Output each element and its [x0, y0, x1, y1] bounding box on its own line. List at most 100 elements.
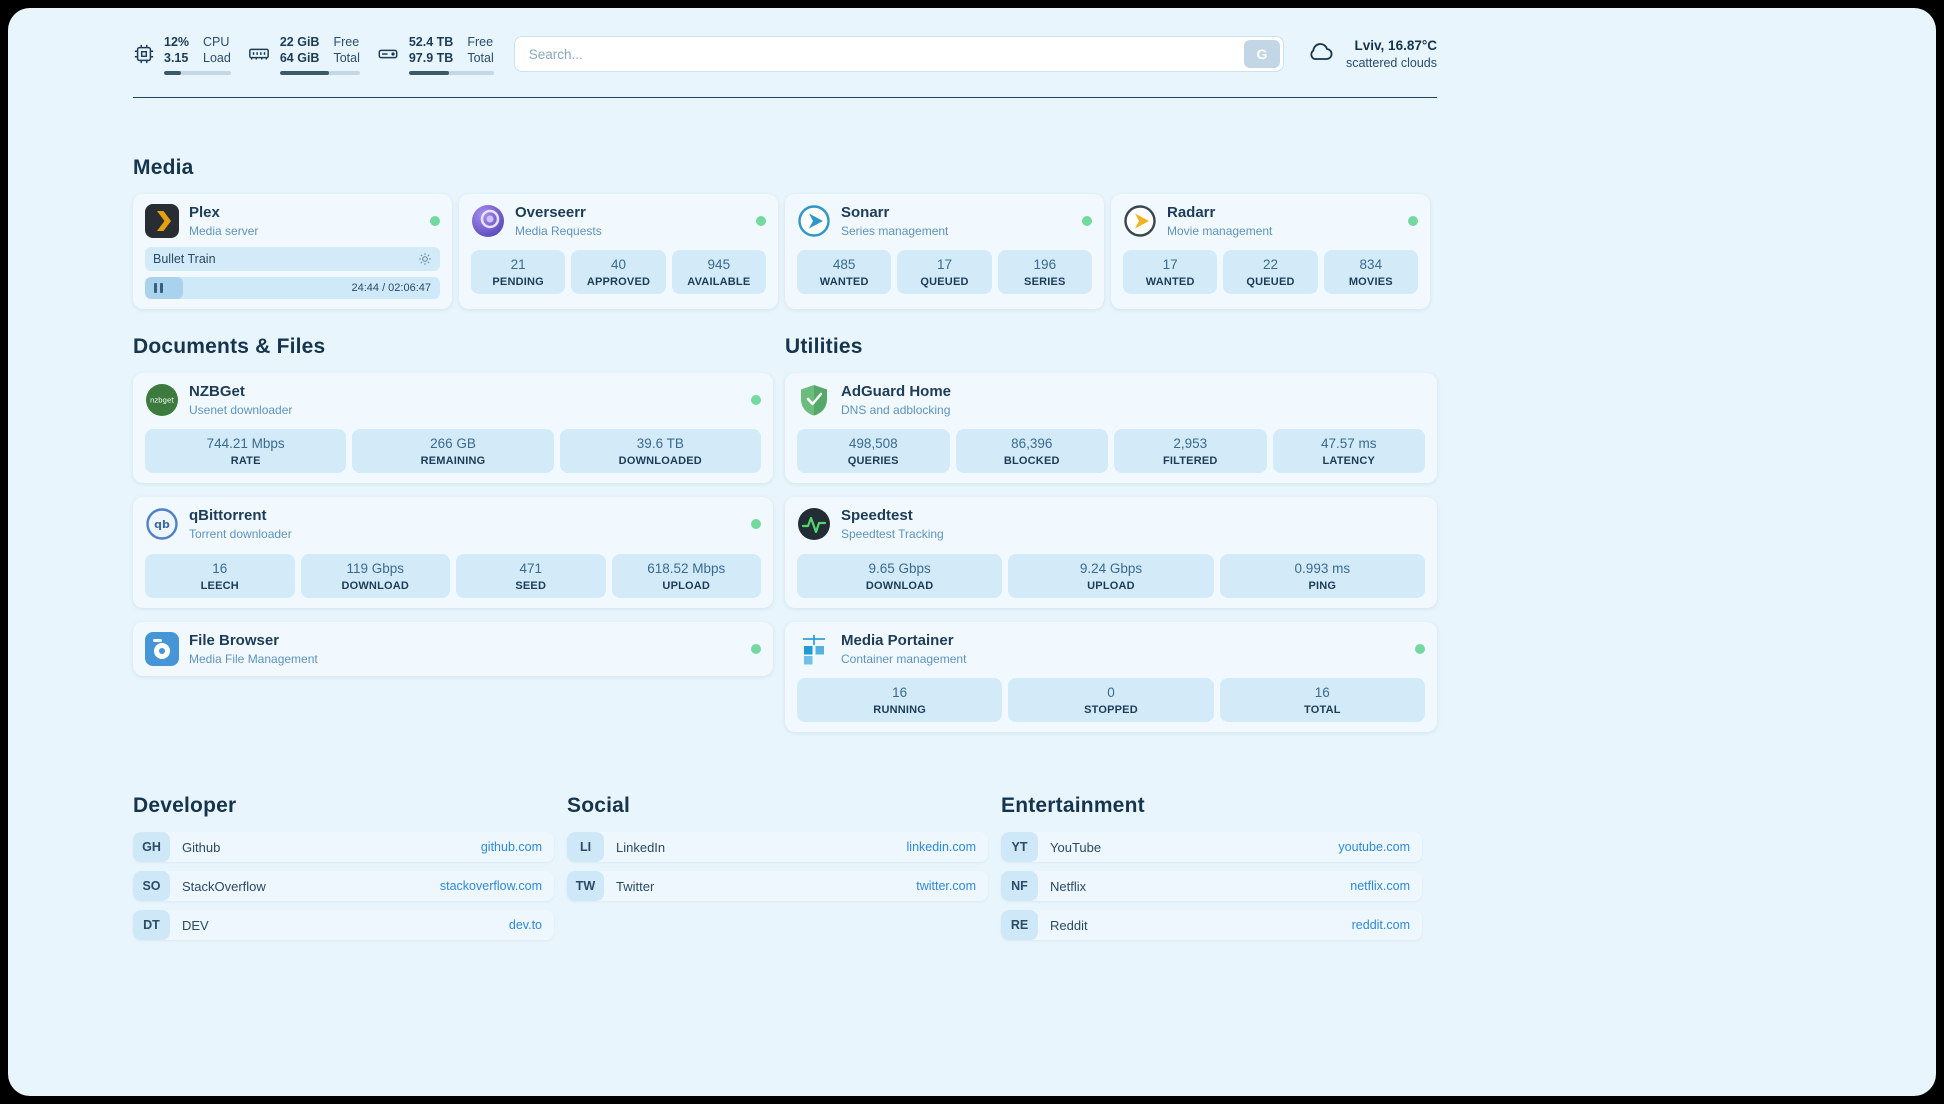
service-desc: Media server: [189, 223, 259, 238]
sonarr-card[interactable]: Sonarr Series management 485 WANTED 17 Q…: [785, 193, 1104, 309]
qbittorrent-icon: qb: [145, 507, 179, 541]
pause-icon[interactable]: [154, 282, 163, 293]
service-name: Sonarr: [841, 203, 890, 221]
entertainment-section: Entertainment YT YouTube youtube.com NF …: [1001, 794, 1422, 949]
adguard-icon: [797, 383, 831, 417]
link-name: YouTube: [1050, 839, 1102, 855]
ram-label-2: Total: [333, 51, 360, 66]
link-name: StackOverflow: [182, 878, 266, 894]
filebrowser-card[interactable]: File Browser Media File Management: [133, 621, 773, 677]
link-url: dev.to: [508, 918, 542, 933]
status-dot: [751, 395, 761, 406]
service-desc: Torrent downloader: [189, 527, 292, 542]
link-url: youtube.com: [1338, 840, 1410, 855]
developer-section: Developer GH Github github.com SO StackO…: [133, 794, 554, 949]
stat-box: 21 PENDING: [471, 249, 566, 294]
stat-box: 39.6 TB DOWNLOADED: [559, 429, 761, 474]
service-desc: Media File Management: [189, 651, 318, 666]
radarr-icon: [1123, 204, 1157, 238]
service-desc: Usenet downloader: [189, 402, 293, 417]
link-url: linkedin.com: [906, 840, 976, 855]
disk-stat: 52.4 TB 97.9 TB Free Total: [376, 34, 494, 75]
link-item-stackoverflow[interactable]: SO StackOverflow stackoverflow.com: [133, 871, 554, 902]
search-input[interactable]: [513, 36, 1284, 73]
disk-progress-bar: [408, 70, 494, 75]
netflix-icon: NF: [1001, 871, 1038, 902]
reddit-icon: RE: [1001, 910, 1038, 941]
sonarr-icon: [797, 204, 831, 238]
status-dot: [430, 215, 440, 226]
portainer-card[interactable]: Media Portainer Container management 16 …: [785, 621, 1437, 733]
twitter-icon: TW: [567, 871, 604, 902]
speedtest-icon: [797, 507, 831, 541]
link-item-linkedin[interactable]: LI LinkedIn linkedin.com: [567, 832, 988, 863]
svg-text:nzbget: nzbget: [150, 397, 174, 405]
stat-box: 834 MOVIES: [1323, 249, 1418, 294]
now-playing-title: Bullet Train: [153, 251, 216, 266]
cpu-label-1: CPU: [203, 35, 230, 49]
nzbget-card[interactable]: nzbget NZBGet Usenet downloader 744.21 M…: [133, 372, 773, 484]
stat-box: 471 SEED: [456, 553, 606, 598]
link-item-twitter[interactable]: TW Twitter twitter.com: [567, 871, 988, 902]
ram-free: 22 GiB: [279, 35, 320, 49]
stat-box: 86,396 BLOCKED: [955, 429, 1108, 474]
system-stats: 12% 3.15 CPU Load: [133, 34, 494, 75]
stat-box: 9.24 Gbps UPLOAD: [1008, 553, 1214, 598]
header-divider: [133, 96, 1437, 98]
disk-free: 52.4 TB: [408, 35, 454, 49]
stat-box: 0.993 ms PING: [1219, 553, 1425, 598]
overseerr-card[interactable]: Overseerr Media Requests 21 PENDING 40 A…: [459, 193, 778, 309]
stat-box: 196 SERIES: [997, 249, 1092, 294]
section-title-developer: Developer: [133, 794, 237, 818]
playback-progress-bar: 24:44 / 02:06:47: [145, 276, 440, 299]
link-name: Github: [182, 839, 221, 855]
link-url: netflix.com: [1350, 879, 1410, 894]
playback-time: 24:44 / 02:06:47: [351, 281, 431, 294]
adguard-card[interactable]: AdGuard Home DNS and adblocking 498,508 …: [785, 372, 1437, 484]
service-name: Overseerr: [515, 203, 586, 221]
link-item-dev[interactable]: DT DEV dev.to: [133, 910, 554, 941]
link-name: Netflix: [1050, 878, 1087, 894]
gear-icon[interactable]: [418, 252, 432, 266]
service-desc: Media Requests: [515, 223, 602, 238]
stat-box: 266 GB REMAINING: [352, 429, 554, 474]
plex-icon: [145, 203, 179, 238]
link-item-reddit[interactable]: RE Reddit reddit.com: [1001, 910, 1422, 941]
weather-widget: Lviv, 16.87°C scattered clouds: [1306, 37, 1437, 72]
cpu-icon: [133, 43, 155, 65]
radarr-card[interactable]: Radarr Movie management 17 WANTED 22 QUE…: [1111, 193, 1430, 309]
service-name: AdGuard Home: [841, 382, 952, 400]
cpu-load-avg: 3.15: [164, 51, 189, 66]
cpu-progress-bar: [164, 70, 231, 75]
stat-box: 0 STOPPED: [1008, 678, 1214, 723]
link-item-youtube[interactable]: YT YouTube youtube.com: [1001, 832, 1422, 863]
cpu-value: 12%: [164, 35, 190, 49]
stat-box: 498,508 QUERIES: [797, 429, 950, 474]
qbittorrent-card[interactable]: qb qBittorrent Torrent downloader 16 LEE…: [133, 497, 773, 608]
disk-label-1: Free: [467, 35, 494, 49]
stat-box: 2,953 FILTERED: [1114, 429, 1267, 474]
status-dot: [1082, 215, 1092, 226]
social-section: Social LI LinkedIn linkedin.com TW Twitt…: [567, 794, 988, 949]
status-dot: [751, 643, 761, 654]
stackoverflow-icon: SO: [133, 871, 170, 902]
ram-icon: [247, 43, 271, 65]
stat-box: 9.65 Gbps DOWNLOAD: [797, 553, 1003, 598]
link-item-netflix[interactable]: NF Netflix netflix.com: [1001, 871, 1422, 902]
plex-card[interactable]: Plex Media server Bullet Train: [133, 193, 452, 309]
stat-box: 485 WANTED: [797, 249, 892, 294]
link-url: reddit.com: [1351, 918, 1410, 933]
link-name: Twitter: [616, 878, 655, 894]
dev-icon: DT: [133, 910, 170, 941]
speedtest-card[interactable]: Speedtest Speedtest Tracking 9.65 Gbps D…: [785, 497, 1437, 608]
disk-icon: [376, 43, 400, 65]
link-item-github[interactable]: GH Github github.com: [133, 832, 554, 863]
stat-box: 16 RUNNING: [797, 678, 1003, 723]
search-engine-button[interactable]: G: [1243, 40, 1280, 69]
status-dot: [756, 215, 766, 226]
github-icon: GH: [133, 832, 170, 863]
stat-box: 16 TOTAL: [1219, 678, 1425, 723]
service-name: Plex: [189, 203, 220, 221]
nzbget-icon: nzbget: [145, 383, 179, 417]
link-url: stackoverflow.com: [439, 879, 542, 894]
